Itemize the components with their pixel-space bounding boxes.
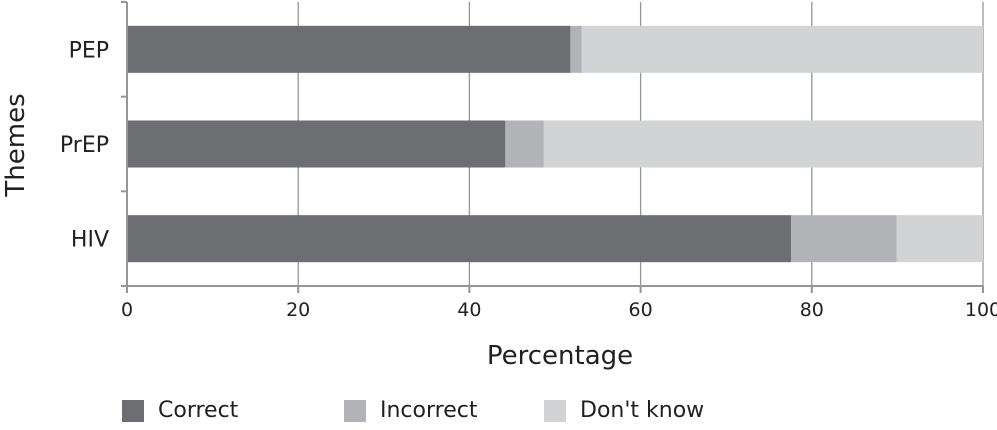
x-tick-label-40: 40	[457, 299, 481, 321]
bar-prep-incorrect	[505, 120, 544, 168]
category-label-pep: PEP	[69, 38, 109, 63]
bar-hiv-correct	[127, 215, 792, 263]
x-tick-label-100: 100	[965, 299, 997, 321]
legend-item-dont-know: Don't know	[544, 398, 704, 424]
x-tick-label-80: 80	[800, 299, 824, 321]
legend-label-correct: Correct	[158, 398, 239, 423]
bar-pep-correct	[127, 25, 571, 73]
legend-item-correct: Correct	[122, 398, 238, 424]
ticks	[121, 1, 984, 293]
bar-pep-incorrect	[570, 25, 582, 73]
bar-hiv-incorrect	[791, 215, 897, 263]
category-label-prep: PrEP	[60, 133, 109, 158]
bar-pep-don-t-know	[581, 25, 983, 73]
legend-label-dont-know: Don't know	[580, 398, 705, 423]
bar-prep-correct	[127, 120, 506, 168]
x-tick-label-60: 60	[629, 299, 653, 321]
x-tick-label-0: 0	[121, 299, 133, 321]
bar-hiv-don-t-know	[896, 215, 983, 263]
bar-prep-don-t-know	[543, 120, 983, 168]
stacked-bar-chart: PEP PrEP HIV 0 20 40 60 80 100 Percentage Theme…	[1, 1, 997, 371]
category-labels: PEP PrEP HIV	[60, 38, 109, 252]
legend-swatch-correct	[122, 400, 144, 422]
legend-swatch-incorrect	[344, 400, 366, 422]
legend-label-incorrect: Incorrect	[380, 398, 478, 423]
axes	[126, 2, 983, 287]
bars	[127, 25, 983, 263]
legend-swatch-dont-know	[544, 400, 566, 422]
x-tick-label-20: 20	[286, 299, 310, 321]
legend: Correct Incorrect Don't know	[122, 398, 822, 430]
x-tick-labels: 0 20 40 60 80 100	[121, 299, 997, 321]
category-label-hiv: HIV	[71, 228, 109, 253]
x-axis-title: Percentage	[487, 341, 633, 371]
legend-item-incorrect: Incorrect	[344, 398, 477, 424]
y-axis-title: Themes	[1, 93, 31, 197]
